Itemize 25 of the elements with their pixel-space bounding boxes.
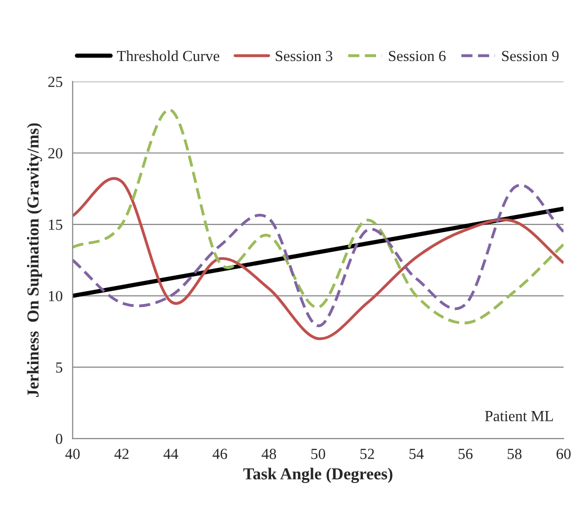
x-tick-label: 50 — [311, 448, 326, 460]
x-tick-label: 56 — [458, 448, 473, 460]
y-tick-label: 5 — [56, 362, 62, 373]
x-tick-label: 48 — [262, 448, 276, 460]
y-tick-label: 20 — [48, 148, 62, 158]
x-tick-label: 54 — [410, 448, 424, 460]
legend-label: Threshold Curve — [116, 50, 220, 62]
y-tick-label: 0 — [56, 434, 62, 444]
legend-label: Session 3 — [276, 50, 332, 62]
x-tick-label: 46 — [212, 448, 228, 460]
x-tick-label: 42 — [114, 448, 129, 459]
y-tick-label: 10 — [48, 290, 62, 302]
legend-label: Session 9 — [502, 50, 559, 62]
x-axis-title: Task Angle (Degrees) — [243, 468, 392, 483]
line-series — [72, 108, 564, 324]
legend-label: Session 6 — [388, 50, 446, 62]
annotation: Patient ML — [485, 410, 553, 422]
x-tick-label: 60 — [556, 448, 571, 460]
y-tick-label: 15 — [48, 220, 62, 230]
x-tick-label: 58 — [508, 448, 522, 460]
x-tick-label: 44 — [163, 448, 178, 459]
x-tick-label: 40 — [65, 448, 80, 460]
x-tick-label: 52 — [360, 448, 374, 460]
y-tick-label: 25 — [48, 76, 62, 88]
y-axis-title: Jerkiness On Supination (Gravity/ms) — [26, 123, 42, 397]
